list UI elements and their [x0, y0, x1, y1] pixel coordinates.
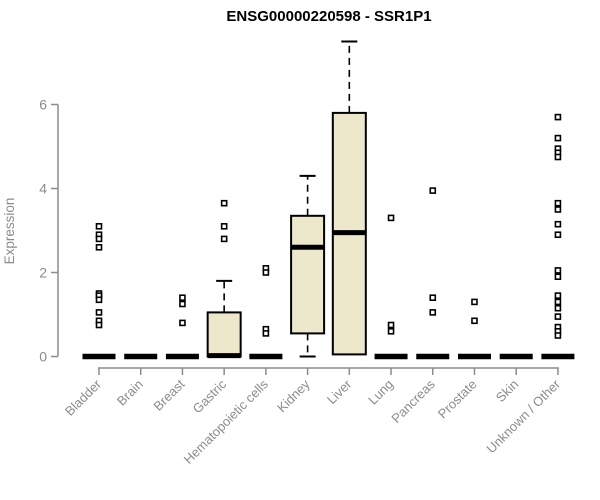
- outlier-point-unknown-other-7: [554, 220, 562, 228]
- outlier-point-lung-2: [387, 327, 395, 335]
- y-tick-label-4: 4: [39, 181, 47, 197]
- outlier-point-prostate-1: [471, 317, 478, 325]
- outlier-point-gastric-0: [220, 199, 228, 207]
- outlier-point-breast-1: [179, 300, 186, 308]
- outlier-point-gastric-1: [220, 223, 228, 230]
- outlier-point-unknown-other-9: [554, 267, 562, 274]
- y-axis-label: Expression: [2, 198, 17, 265]
- median-bar-unknown-other: [541, 353, 575, 360]
- x-tick-label-brain: Brain: [114, 377, 146, 409]
- median-bar-pancreas: [416, 353, 450, 360]
- outlier-point-hematopoietic-cells-3: [262, 330, 270, 337]
- y-tick-label-2: 2: [39, 265, 47, 281]
- outlier-point-unknown-other-5: [554, 199, 562, 207]
- outlier-point-pancreas-1: [429, 294, 437, 302]
- median-bar-breast: [165, 353, 199, 360]
- median-bar-brain: [124, 353, 158, 360]
- outlier-point-unknown-other-12: [554, 298, 562, 306]
- outlier-point-unknown-other-17: [554, 332, 562, 339]
- x-tick-label-gastric: Gastric: [190, 376, 230, 416]
- x-tick-label-pancreas: Pancreas: [388, 376, 438, 426]
- median-bar-prostate: [457, 353, 491, 360]
- outlier-point-breast-2: [179, 319, 186, 327]
- outlier-point-prostate-0: [471, 298, 478, 306]
- outlier-point-unknown-other-11: [554, 292, 562, 299]
- x-tick-label-skin: Skin: [493, 377, 521, 405]
- outlier-point-unknown-other-8: [554, 231, 562, 238]
- outlier-point-gastric-2: [220, 235, 228, 243]
- x-tick-label-unknown-other: Unknown / Other: [483, 376, 563, 456]
- outlier-point-bladder-0: [95, 223, 103, 230]
- outlier-point-unknown-other-0: [554, 113, 562, 121]
- outlier-point-pancreas-2: [429, 309, 437, 316]
- outlier-point-unknown-other-13: [554, 304, 562, 312]
- outlier-point-lung-0: [387, 214, 395, 222]
- median-bar-bladder: [82, 353, 116, 360]
- outlier-point-bladder-2: [95, 235, 103, 243]
- outlier-point-pancreas-0: [429, 187, 437, 194]
- box-gastric: [206, 311, 242, 358]
- median-bar-lung: [374, 353, 408, 360]
- chart-title: ENSG00000220598 - SSR1P1: [226, 8, 431, 25]
- y-tick-label-0: 0: [39, 349, 47, 365]
- x-tick-label-liver: Liver: [324, 376, 355, 407]
- outlier-point-bladder-9: [95, 321, 103, 329]
- median-bar-hematopoietic-cells: [249, 353, 283, 360]
- outlier-point-unknown-other-6: [554, 206, 562, 213]
- outlier-point-unknown-other-10: [554, 273, 562, 281]
- outlier-point-breast-0: [179, 294, 186, 302]
- outlier-point-bladder-7: [95, 309, 103, 316]
- outlier-point-unknown-other-1: [554, 134, 562, 142]
- x-tick-label-breast: Breast: [150, 376, 187, 413]
- x-tick-label-kidney: Kidney: [274, 376, 313, 415]
- median-bar-skin: [499, 353, 533, 360]
- y-tick-label-6: 6: [39, 97, 47, 113]
- outlier-point-bladder-3: [95, 244, 103, 251]
- outlier-point-lung-1: [387, 321, 395, 329]
- x-tick-label-lung: Lung: [365, 377, 396, 408]
- x-tick-label-prostate: Prostate: [435, 377, 480, 422]
- box-kidney: [290, 214, 326, 335]
- outlier-point-unknown-other-14: [554, 313, 562, 320]
- outlier-point-bladder-6: [95, 296, 103, 304]
- x-tick-label-bladder: Bladder: [62, 376, 105, 419]
- outlier-point-unknown-other-4: [554, 153, 562, 161]
- outlier-point-hematopoietic-cells-1: [262, 269, 270, 276]
